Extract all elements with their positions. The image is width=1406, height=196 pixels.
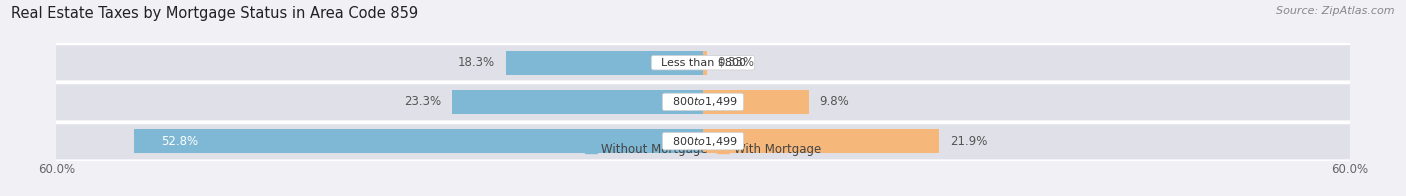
Text: Source: ZipAtlas.com: Source: ZipAtlas.com <box>1277 6 1395 16</box>
Bar <box>703 123 1406 159</box>
Bar <box>506 51 703 75</box>
Text: $800 to $1,499: $800 to $1,499 <box>665 135 741 148</box>
Text: Less than $800: Less than $800 <box>654 58 752 68</box>
Bar <box>703 129 939 153</box>
Bar <box>703 90 808 114</box>
Text: $800 to $1,499: $800 to $1,499 <box>665 95 741 108</box>
Text: 0.33%: 0.33% <box>717 56 755 69</box>
Bar <box>703 45 1406 80</box>
Text: 52.8%: 52.8% <box>160 135 198 148</box>
Text: Real Estate Taxes by Mortgage Status in Area Code 859: Real Estate Taxes by Mortgage Status in … <box>11 6 419 21</box>
Text: 23.3%: 23.3% <box>404 95 441 108</box>
Bar <box>0 84 703 120</box>
Bar <box>703 84 1406 120</box>
Text: 9.8%: 9.8% <box>820 95 849 108</box>
Bar <box>134 129 703 153</box>
Text: 18.3%: 18.3% <box>458 56 495 69</box>
Bar <box>0 123 703 159</box>
Bar <box>0 45 703 80</box>
Legend: Without Mortgage, With Mortgage: Without Mortgage, With Mortgage <box>585 143 821 156</box>
Text: 21.9%: 21.9% <box>950 135 987 148</box>
Bar <box>703 51 707 75</box>
Bar <box>451 90 703 114</box>
